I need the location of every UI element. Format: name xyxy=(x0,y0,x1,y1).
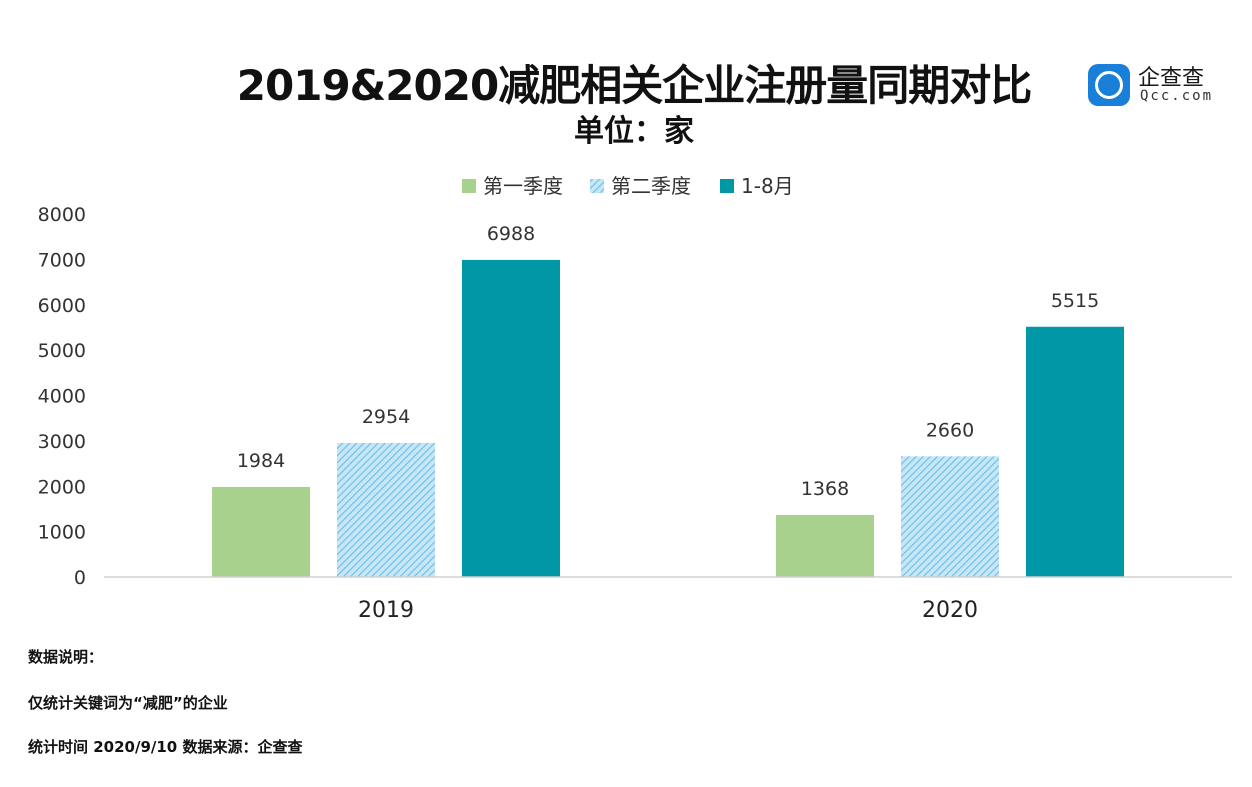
x-axis: 2019 2020 xyxy=(104,576,1232,623)
y-tick-label: 0 xyxy=(74,567,86,589)
legend-swatch-1 xyxy=(590,179,604,193)
bar-2019-2 xyxy=(462,259,560,577)
legend-label-0: 第一季度 xyxy=(483,174,563,198)
legend-label-1: 第二季度 xyxy=(611,174,691,198)
y-tick-label: 6000 xyxy=(38,295,86,317)
y-axis: 0 1000 2000 3000 4000 5000 6000 7000 8000 xyxy=(38,204,86,589)
y-tick-label: 3000 xyxy=(38,431,86,453)
y-tick-label: 4000 xyxy=(38,386,86,408)
notes-heading: 数据说明： xyxy=(28,648,104,666)
qcc-logo-icon xyxy=(1088,64,1130,106)
chart-subtitle: 单位：家 xyxy=(574,114,694,149)
notes-line-1: 仅统计关键词为“减肥”的企业 xyxy=(28,694,228,712)
data-label: 5515 xyxy=(1051,290,1099,312)
y-tick-label: 1000 xyxy=(38,522,86,544)
bar-2019-1 xyxy=(337,442,435,577)
legend-swatch-2 xyxy=(720,179,734,193)
data-label: 1984 xyxy=(237,450,285,472)
chart-title: 2019&2020减肥相关企业注册量同期对比 xyxy=(236,61,1032,110)
y-tick-label: 8000 xyxy=(38,204,86,226)
logo-brand: 企查查 xyxy=(1138,66,1205,91)
y-tick-label: 5000 xyxy=(38,340,86,362)
bars: 1984 2954 6988 1368 2660 5515 xyxy=(212,223,1124,577)
legend: 第一季度 第二季度 1-8月 xyxy=(462,174,794,198)
bar-2020-0 xyxy=(776,514,874,577)
y-tick-label: 2000 xyxy=(38,476,86,498)
qcc-logo: 企查查 Qcc.com xyxy=(1088,60,1238,108)
data-label: 2660 xyxy=(926,419,974,441)
bar-2020-1 xyxy=(901,456,999,577)
data-label: 6988 xyxy=(487,223,535,245)
y-tick-label: 7000 xyxy=(38,249,86,271)
bar-2020-2 xyxy=(1026,326,1124,577)
bar-2019-0 xyxy=(212,486,310,577)
data-label: 1368 xyxy=(801,478,849,500)
bar-chart: 第一季度 第二季度 1-8月 0 1000 2000 3000 4000 5000 6000 70… xyxy=(38,174,1232,623)
x-tick-label: 2019 xyxy=(358,598,414,623)
x-tick-label: 2020 xyxy=(922,598,978,623)
notes-line-2: 统计时间 2020/9/10 数据来源：企查查 xyxy=(28,738,303,756)
data-label: 2954 xyxy=(362,406,410,428)
legend-label-2: 1-8月 xyxy=(741,174,794,198)
legend-swatch-0 xyxy=(462,179,476,193)
logo-domain: Qcc.com xyxy=(1140,88,1214,104)
